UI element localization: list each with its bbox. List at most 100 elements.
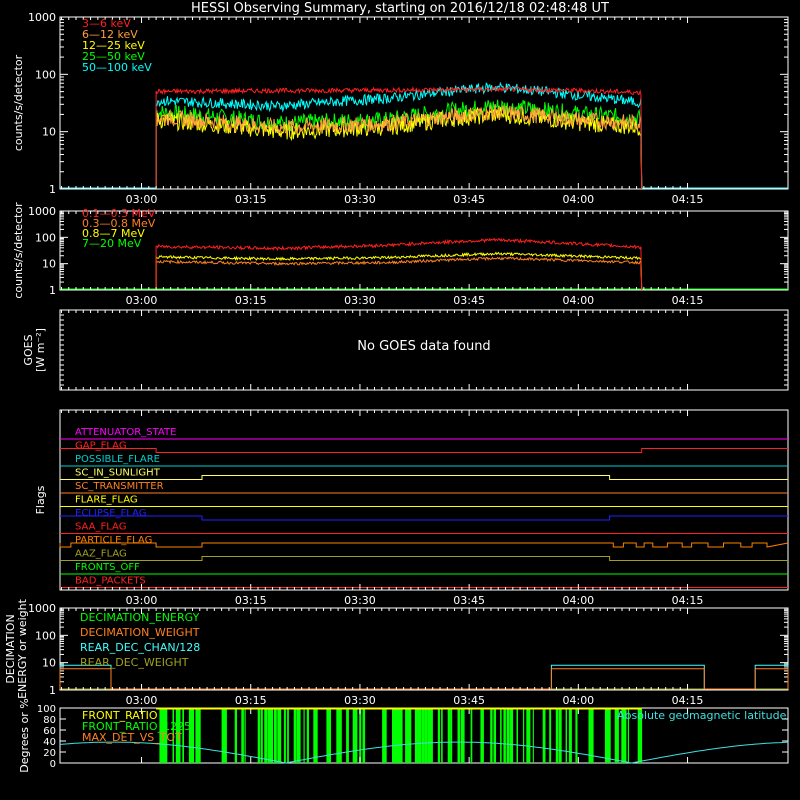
- ratio-bar: [568, 708, 572, 763]
- series-line: [155, 237, 643, 291]
- y-axis-label: counts/s/detector: [12, 202, 25, 299]
- x-tick-label: 03:00: [126, 694, 158, 707]
- ratio-bar: [509, 708, 514, 763]
- y-axis-label: Flags: [34, 485, 47, 514]
- ratio-bar: [608, 708, 611, 763]
- ratio-bar: [172, 708, 174, 763]
- ratio-bar: [326, 708, 331, 763]
- ratio-bar: [555, 708, 559, 763]
- legend-entry: DECIMATION_WEIGHT: [80, 626, 200, 639]
- y-tick-label: 100: [35, 629, 56, 642]
- ratio-bar: [264, 708, 268, 763]
- ratio-bar: [460, 708, 465, 763]
- ratio-bar: [267, 708, 272, 763]
- ratio-bar: [339, 708, 342, 763]
- y-tick-label: 1000: [28, 602, 56, 615]
- x-tick-label: 03:45: [453, 193, 485, 206]
- y-tick-label: 1: [49, 183, 56, 196]
- x-tick-label: 03:00: [126, 594, 158, 607]
- y-tick-label: 10: [42, 126, 56, 139]
- legend-entry: 12—25 keV: [82, 39, 145, 52]
- ratio-bar: [257, 708, 261, 763]
- flag-line: [60, 448, 788, 453]
- ratio-bar: [418, 708, 422, 763]
- ratio-bar: [490, 708, 493, 763]
- ratio-bar: [604, 708, 609, 763]
- ratio-bar: [398, 708, 403, 763]
- ratio-bar: [293, 708, 297, 763]
- x-tick-label: 03:15: [235, 594, 267, 607]
- x-tick-label: 03:30: [344, 294, 376, 307]
- ratio-bar: [313, 708, 318, 763]
- x-tick-label: 03:30: [344, 193, 376, 206]
- x-tick-label: 03:00: [126, 294, 158, 307]
- y-tick-label: 10: [42, 657, 56, 670]
- x-tick-label: 04:15: [672, 294, 704, 307]
- ratio-bar: [441, 708, 443, 763]
- chart-title: HESSI Observing Summary, starting on 201…: [191, 1, 609, 16]
- legend-entry: 0.8—7 MeV: [82, 227, 145, 240]
- x-tick-label: 04:00: [562, 694, 594, 707]
- x-tick-label: 03:45: [453, 694, 485, 707]
- y-tick-label: 1: [49, 284, 56, 297]
- ratio-bar: [591, 708, 594, 763]
- x-tick-label: 03:15: [235, 694, 267, 707]
- y-axis-label: GOES: [22, 334, 35, 365]
- ratio-bar: [470, 708, 473, 763]
- ratio-bar: [188, 708, 193, 763]
- ratio-bar: [306, 708, 309, 763]
- y-axis-label: Degrees or %: [18, 698, 31, 772]
- x-tick-label: 04:15: [672, 594, 704, 607]
- ratio-bar: [428, 708, 433, 763]
- legend-entry: 0.3—0.8 MeV: [82, 217, 156, 230]
- ratio-bar: [241, 708, 244, 763]
- ratio-bar: [480, 708, 484, 763]
- x-tick-label: 04:00: [562, 193, 594, 206]
- series-line: [155, 256, 643, 291]
- y-axis-label: [W m⁻²]: [34, 328, 47, 372]
- ratio-bar: [224, 708, 227, 763]
- y-tick-label: 100: [35, 231, 56, 244]
- no-data-message: No GOES data found: [357, 339, 490, 354]
- ratio-bar: [198, 708, 201, 763]
- flag-label: AAZ_FLAG: [75, 549, 127, 560]
- series-line: [155, 99, 643, 190]
- ratio-bar: [277, 708, 282, 763]
- series-line: [155, 85, 643, 190]
- ratio-bar: [392, 708, 396, 763]
- ratio-bar: [382, 708, 387, 763]
- ratio-bar: [414, 708, 419, 763]
- x-tick-label: 03:30: [344, 594, 376, 607]
- ratio-bar: [175, 708, 180, 763]
- legend-entry: 0.1—0.3 MeV: [82, 207, 156, 220]
- ratio-bar: [405, 708, 410, 763]
- ratio-bar: [506, 708, 510, 763]
- y-tick-label: 100: [37, 704, 56, 715]
- ratio-bar: [329, 708, 331, 763]
- ratio-bar: [526, 708, 531, 763]
- legend-entry: 25—50 keV: [82, 50, 145, 63]
- ratio-bar: [627, 708, 629, 763]
- ratio-bar: [408, 708, 412, 763]
- ratio-bar: [532, 708, 534, 763]
- flag-label: SAA_FLAG: [75, 522, 126, 533]
- decimation-frame: [59, 607, 789, 691]
- series-line: [59, 664, 789, 690]
- y-tick-label: 20: [43, 748, 56, 759]
- flag-line: [59, 542, 789, 548]
- y-axis-label: DECIMATION: [4, 614, 17, 683]
- flag-label: SC_TRANSMITTER: [75, 481, 164, 492]
- ratio-bar: [447, 708, 451, 763]
- legend-entry: 7—20 MeV: [82, 237, 142, 250]
- y-tick-label: 60: [43, 726, 56, 737]
- ratio-bar: [283, 708, 286, 763]
- x-tick-label: 04:15: [672, 193, 704, 206]
- y-axis-label: counts/s/detector: [12, 54, 25, 151]
- lightcurve-high-frame: [59, 210, 789, 291]
- flag-line: [60, 515, 788, 521]
- x-tick-label: 03:15: [235, 294, 267, 307]
- flag-label: SC_IN_SUNLIGHT: [75, 468, 161, 479]
- ratio-bar: [352, 708, 358, 763]
- legend-entry: FRONT_RATIO: [82, 709, 158, 722]
